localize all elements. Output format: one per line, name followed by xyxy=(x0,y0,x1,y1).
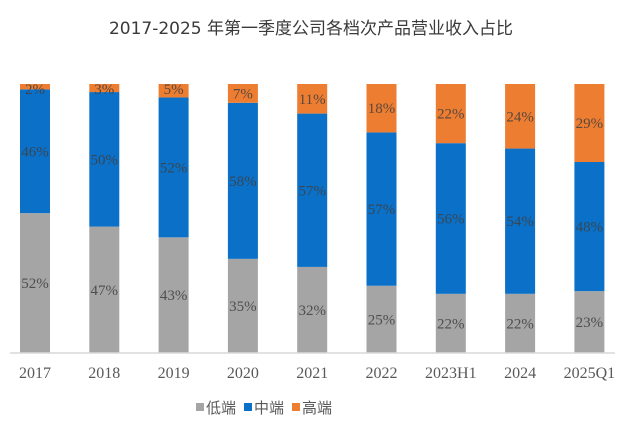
data-label: 52% xyxy=(21,276,49,292)
bar-segment-2020-1 xyxy=(227,102,258,259)
data-label: 3% xyxy=(94,82,114,98)
bar-segment-2017-1 xyxy=(20,89,50,214)
bar-segment-2021-2 xyxy=(297,84,328,114)
legend: 低端 中端 高端 xyxy=(196,399,332,417)
bar-segment-2019-2 xyxy=(158,84,189,98)
legend-label: 中端 xyxy=(254,399,284,417)
data-label: 22% xyxy=(437,107,465,123)
legend-label: 低端 xyxy=(206,399,236,417)
bar-segment-2021-0 xyxy=(297,266,328,353)
x-tick-label: 2021 xyxy=(296,365,328,382)
data-label: 22% xyxy=(437,316,465,332)
bar-segment-2025Q1-0 xyxy=(574,291,605,353)
x-tick-label: 2025Q1 xyxy=(564,365,616,382)
x-tick-labels: 2017 2018 2019 2020 2021 2022 2023H1 2024 2025Q1 xyxy=(19,365,615,382)
bar-segment-2021-1 xyxy=(297,113,328,267)
bar-segment-2022-2 xyxy=(366,84,397,133)
x-tick-label: 2019 xyxy=(158,365,190,382)
data-label: 18% xyxy=(368,101,396,117)
data-label: 35% xyxy=(229,299,257,315)
legend-swatch xyxy=(244,403,252,411)
x-tick-label: 2017 xyxy=(19,365,51,382)
bar-segment-2018-2 xyxy=(89,84,120,93)
bar-segment-2017-0 xyxy=(20,213,50,353)
legend-swatch xyxy=(196,403,204,411)
data-label: 2% xyxy=(25,82,45,98)
bar-segment-2018-0 xyxy=(89,226,120,353)
bar-segment-2024-0 xyxy=(505,293,536,353)
data-label: 57% xyxy=(368,202,396,218)
data-label: 50% xyxy=(91,152,119,168)
bar-segment-2017-2 xyxy=(20,84,50,90)
bar-segment-2019-0 xyxy=(158,237,189,353)
data-label: 5% xyxy=(164,82,184,98)
data-label: 25% xyxy=(368,312,396,328)
bar-segment-2020-0 xyxy=(227,258,258,353)
data-label: 48% xyxy=(576,220,604,236)
bar-segment-2019-1 xyxy=(158,97,189,238)
x-tick-label: 2018 xyxy=(88,365,120,382)
data-label: 22% xyxy=(506,316,534,332)
bar-segment-2022-0 xyxy=(366,285,397,353)
x-tick-label: 2023H1 xyxy=(425,365,477,382)
bar-segment-2023H1-1 xyxy=(435,143,466,294)
data-label: 57% xyxy=(298,183,326,199)
bars-group: 52% 46% 2% 47% 50% 3% 43% 52% 5% 35% 58% 7% 32% 57% 11… xyxy=(20,82,605,353)
legend-label: 高端 xyxy=(302,399,332,417)
x-tick-label: 2020 xyxy=(227,365,259,382)
bar-segment-2023H1-2 xyxy=(435,84,466,144)
data-label: 24% xyxy=(506,109,534,125)
data-label: 58% xyxy=(229,174,257,190)
bar-segment-2022-1 xyxy=(366,132,397,286)
data-label: 52% xyxy=(160,160,188,176)
bar-segment-2024-2 xyxy=(505,84,536,149)
bar-segment-2018-1 xyxy=(89,92,120,227)
data-label: 54% xyxy=(506,214,534,230)
data-label: 47% xyxy=(91,283,119,299)
x-tick-label: 2022 xyxy=(366,365,398,382)
data-label: 7% xyxy=(233,86,253,102)
bar-segment-2025Q1-2 xyxy=(574,84,605,163)
legend-item-2: 高端 xyxy=(292,399,332,417)
chart-title: 2017-2025 年第一季度公司各档次产品营业收入占比 xyxy=(109,19,513,39)
data-label: 11% xyxy=(299,92,326,108)
legend-swatch xyxy=(292,403,300,411)
data-label: 23% xyxy=(576,315,604,331)
bar-segment-2023H1-0 xyxy=(435,293,466,353)
data-label: 56% xyxy=(437,212,465,228)
data-label: 46% xyxy=(21,144,49,160)
data-label: 43% xyxy=(160,288,188,304)
legend-item-1: 中端 xyxy=(244,399,284,417)
data-label: 32% xyxy=(298,303,326,319)
x-tick-label: 2024 xyxy=(504,365,536,382)
bar-segment-2024-1 xyxy=(505,148,536,294)
data-label: 29% xyxy=(576,116,604,132)
bar-segment-2025Q1-1 xyxy=(574,162,605,292)
bar-segment-2020-2 xyxy=(227,84,258,103)
legend-item-0: 低端 xyxy=(196,399,236,417)
